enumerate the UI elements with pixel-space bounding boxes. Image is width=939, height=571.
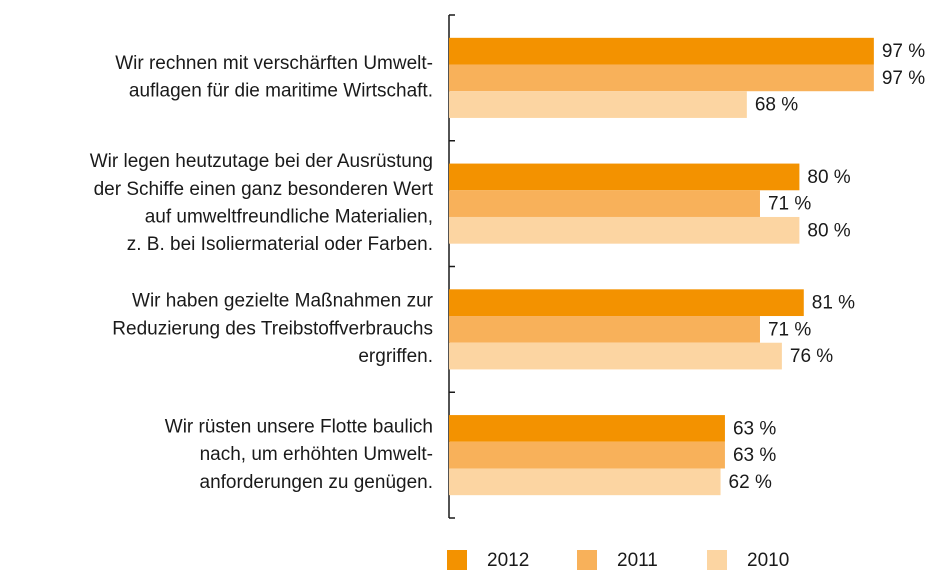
bar: [449, 190, 760, 217]
value-label: 68 %: [755, 95, 798, 116]
bar: [449, 415, 725, 442]
legend-label: 2010: [747, 550, 789, 571]
bar: [449, 316, 760, 343]
bar: [449, 37, 874, 65]
category-label: z. B. bei Isoliermaterial oder Farben.: [127, 234, 433, 255]
value-label: 80 %: [807, 220, 850, 241]
value-label: 81 %: [812, 293, 855, 314]
value-label: 76 %: [790, 346, 833, 367]
bar: [449, 468, 721, 496]
value-label: 71 %: [768, 194, 811, 215]
bar: [449, 342, 782, 370]
bar: [449, 64, 874, 92]
legend-swatch: [577, 550, 597, 570]
bar: [449, 289, 804, 317]
legend-label: 2012: [487, 550, 529, 571]
bar: [449, 91, 747, 118]
legend-swatch: [707, 550, 727, 570]
category-label: ergriffen.: [358, 346, 433, 367]
category-label: Wir rechnen mit verschärften Umwelt-: [115, 53, 433, 74]
category-label: Wir legen heutzutage bei der Ausrüstung: [90, 151, 433, 172]
value-label: 71 %: [768, 319, 811, 340]
value-label: 80 %: [807, 167, 850, 188]
bar: [449, 163, 800, 191]
category-label: auf umweltfreundliche Materialien,: [145, 206, 433, 227]
value-label: 97 %: [882, 68, 925, 89]
category-label: auflagen für die maritime Wirtschaft.: [129, 81, 433, 102]
category-label: anforderungen zu genügen.: [200, 472, 433, 493]
value-label: 63 %: [733, 418, 776, 439]
value-label: 97 %: [882, 41, 925, 62]
category-label: der Schiffe einen ganz besonderen Wert: [94, 179, 434, 200]
legend-swatch: [447, 550, 467, 570]
category-label: Reduzierung des Treibstoffverbrauchs: [112, 318, 433, 339]
bar: [449, 441, 725, 469]
value-label: 63 %: [733, 445, 776, 466]
category-label: Wir haben gezielte Maßnahmen zur: [132, 291, 434, 312]
category-label: Wir rüsten unsere Flotte baulich: [165, 416, 433, 437]
category-label: nach, um erhöhten Umwelt-: [200, 444, 433, 465]
bar: [449, 216, 800, 244]
value-label: 62 %: [729, 472, 772, 493]
legend-label: 2011: [617, 550, 658, 571]
